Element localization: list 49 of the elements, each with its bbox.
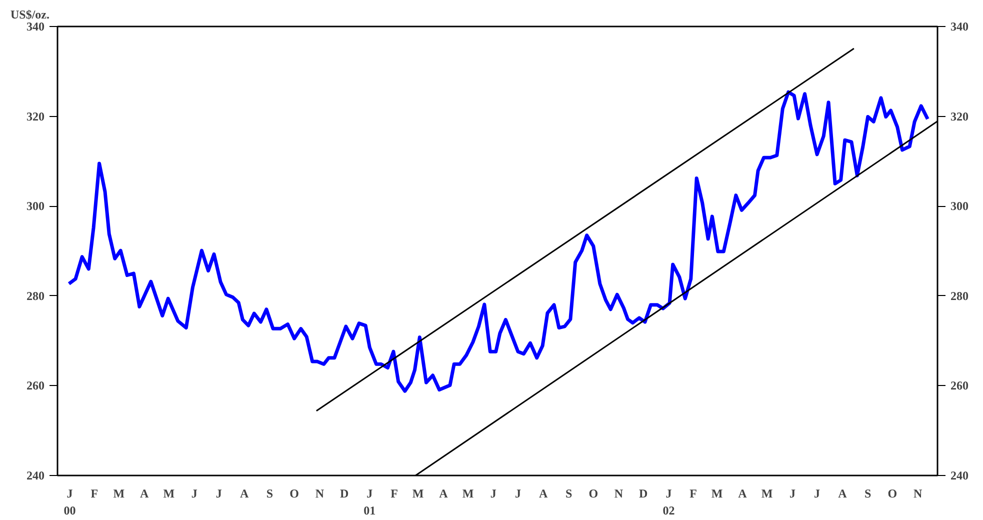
y-tick-label: 340 [26, 20, 44, 34]
x-tick-label: S [266, 486, 274, 500]
x-tick-label: M [412, 486, 424, 500]
y-tick-label: 320 [26, 109, 44, 124]
x-tick-label: J [814, 486, 820, 500]
x-tick-label: A [240, 486, 249, 500]
y2-tick-label: 340 [950, 20, 968, 34]
x-tick-label: J 00 [64, 486, 76, 518]
y-tick-label: 300 [26, 199, 44, 214]
x-tick-label: O [290, 486, 299, 500]
x-tick-label: S [864, 486, 872, 500]
x-tick-label: O [588, 486, 598, 500]
x-tick-label: M [761, 486, 773, 500]
x-tick-label: D [639, 486, 648, 500]
x-tick-label: J [191, 486, 198, 500]
x-tick-label: N [315, 486, 324, 500]
x-tick-label: N [914, 486, 922, 500]
x-tick-label: J [514, 486, 521, 500]
line-series [67, 90, 930, 393]
x-tick-label: A [439, 486, 448, 500]
x-tick-label: O [888, 486, 898, 500]
x-tick-label: A [838, 486, 848, 500]
y-tick-label: 260 [26, 378, 44, 393]
x-tick-label: N [614, 486, 624, 500]
x-tick-label: J [789, 486, 796, 500]
x-tick-label: M [462, 486, 474, 500]
x-tick-label: J [216, 486, 222, 500]
y-axis-title: US$/oz. [10, 8, 50, 22]
x-tick-label: A [539, 486, 548, 500]
x-tick-label: F [90, 486, 98, 500]
x-tick-label: J [490, 486, 496, 500]
y2-tick-label: 240 [950, 468, 968, 482]
y2-tick-label: 280 [950, 288, 968, 303]
x-tick-label: M [711, 486, 723, 500]
y2-tick-label: 260 [950, 378, 968, 393]
y-tick-label: 280 [26, 288, 44, 303]
x-tick-label: F [690, 486, 698, 500]
x-tick-label: J 01 [364, 486, 376, 518]
x-tick-label: D [340, 486, 349, 500]
x-tick-label: M [163, 486, 175, 500]
x-tick-label: M [113, 486, 125, 500]
x-tick-label: J 02 [662, 486, 675, 518]
x-tick-label: A [738, 486, 748, 500]
y-tick-label: 240 [26, 468, 44, 482]
y2-tick-label: 320 [950, 109, 968, 124]
x-tick-label: A [140, 486, 150, 500]
x-tick-label: S [565, 486, 572, 500]
x-tick-label: F [390, 486, 398, 500]
y2-tick-label: 300 [950, 199, 968, 214]
